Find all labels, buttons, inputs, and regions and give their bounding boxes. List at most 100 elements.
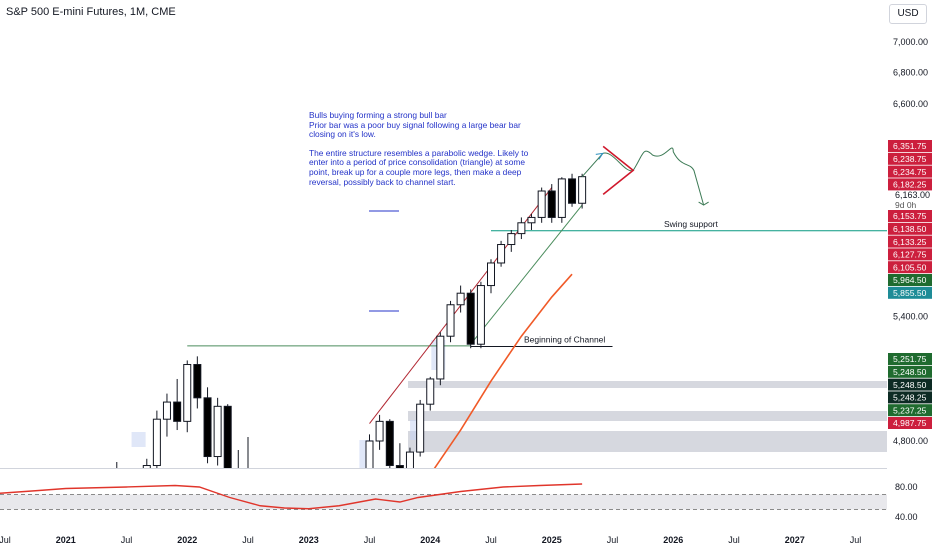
candle-body-9 [213,405,222,458]
price-label-b-bg-5 [888,274,932,286]
rsi-line [0,483,583,510]
projection-arrowhead-up [595,152,604,160]
candle-body-7 [193,364,202,399]
y-tick-label: 7,000.00 [893,37,928,47]
price-label-b-text-6: 5,855.50 [893,288,927,298]
moving-average-line [433,273,573,468]
note-para2: The entire structure resembles a parabol… [309,147,529,187]
countdown-label: 9d 0h [895,200,917,210]
candle-body-11 [365,440,374,468]
main-pane: Swing support Beginning of Channel [116,145,887,468]
x-tick-label: 2027 [785,535,805,545]
price-label-c-bg-5 [888,417,932,429]
price-label-b-bg-1 [888,222,932,235]
zone-1 [408,411,887,421]
candle-body-25 [507,233,516,246]
zone-2 [408,431,887,452]
price-label-b-text-4: 6,105.50 [893,262,927,272]
candle-body-6 [183,364,192,422]
projection-path [581,147,705,206]
candle-body-13 [385,420,394,467]
price-label-b-bg-4 [888,261,932,274]
candle-body-23 [487,262,495,287]
candle-body-4 [162,401,171,420]
oscillator-pane: 40.00 80.00 [0,482,918,522]
price-label-b-bg-3 [888,248,932,261]
candle-body-31 [568,178,577,204]
candle-body-20 [456,292,465,306]
candle-body-3 [152,418,161,467]
price-label-a-text-1: 6,238.75 [893,154,927,164]
price-label-b-text-1: 6,138.50 [893,224,927,234]
price-label-c-text-4: 5,237.25 [893,405,927,415]
price-label-c-text-5: 4,987.75 [893,418,927,428]
highlight-0 [131,432,146,447]
beginning-of-channel-label: Beginning of Channel [524,335,605,345]
projection-arrowhead-down [698,201,709,206]
price-label-a-text-3: 6,182.25 [893,180,927,190]
reversal-marker [602,145,635,195]
candle-body-5 [173,401,182,422]
price-label-b-text-2: 6,133.25 [893,237,927,247]
y-tick-label: 6,600.00 [893,99,928,109]
note-line1: Bulls buying forming a strong bull bar [309,110,447,120]
x-tick-label: Jul [242,535,254,545]
x-tick-label: Jul [607,535,619,545]
x-tick-label: Jul [850,535,862,545]
candle-body-24 [497,244,506,264]
x-tick-label: Jul [728,535,740,545]
price-label-c-bg-1 [888,365,932,378]
current-price-label: 6,163.00 [895,190,930,200]
x-tick-label: Jul [121,535,133,545]
currency-button[interactable]: USD [889,4,927,24]
candle-body-16 [416,403,425,453]
x-tick-label: Jul [364,535,376,545]
candle-body-17 [426,378,435,405]
x-tick-label: 2026 [663,535,683,545]
x-tick-label: 2023 [299,535,319,545]
candle-body-10 [223,405,232,468]
candle-body-21 [466,292,475,345]
candle-body-8 [203,397,212,458]
price-label-a-bg-2 [888,165,932,178]
candle-body-2 [142,465,151,468]
x-tick-label: 2022 [177,535,197,545]
price-label-a-bg-1 [888,152,932,165]
wedge-bottom-line [470,204,583,345]
candle-body-15 [405,451,414,468]
price-label-c-bg-2 [888,378,932,391]
osc-band-fill [0,494,887,510]
y-tick-label: 4,800.00 [893,436,928,446]
candle-body-18 [436,335,445,380]
x-tick-label: Jul [0,535,11,545]
price-label-c-bg-4 [888,404,932,417]
x-tick-label: 2025 [542,535,562,545]
price-label-c-bg-3 [888,391,932,404]
osc-tick-label: 40.00 [895,512,918,522]
price-label-c-text-2: 5,248.50 [893,380,927,390]
price-label-c-text-0: 5,251.75 [893,354,927,364]
price-label-a-text-2: 6,234.75 [893,167,927,177]
price-label-b-text-0: 6,153.75 [893,211,927,221]
candle-body-26 [517,222,526,235]
candle-body-12 [375,420,384,442]
candle-body-19 [446,304,455,337]
candle-body-30 [557,178,566,218]
price-label-b-bg-0 [888,210,932,222]
x-tick-label: 2024 [420,535,440,545]
price-label-a-bg-0 [888,140,932,152]
note-line2: Prior bar was a poor buy signal followin… [309,119,521,140]
price-label-b-bg-2 [888,235,932,248]
price-label-c-bg-0 [888,353,932,365]
zone-0 [408,381,887,388]
price-label-a-bg-3 [888,178,932,191]
price-label-b-text-3: 6,127.75 [893,250,927,260]
candle-body-32 [578,176,587,204]
candle-body-29 [547,190,556,218]
x-tick-label: 2021 [56,535,76,545]
price-label-c-text-1: 5,248.50 [893,367,927,377]
price-label-a-text-0: 6,351.75 [893,141,927,151]
candle-body-27 [527,216,536,224]
